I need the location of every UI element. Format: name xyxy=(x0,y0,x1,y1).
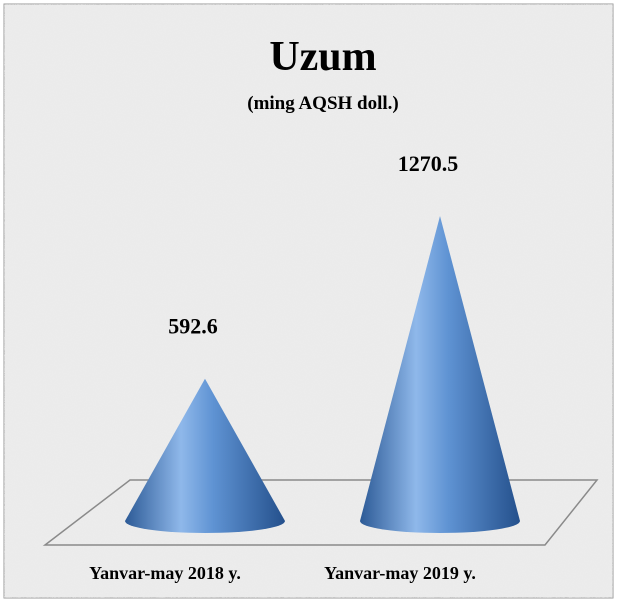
cone xyxy=(125,378,285,533)
data-label: 1270.5 xyxy=(398,151,459,176)
chart-title: Uzum xyxy=(269,34,376,80)
cone xyxy=(360,216,520,533)
marks: 592.6 Yanvar-may 2018 y. 1270.5 Yanvar-may … xyxy=(89,151,520,583)
x-tick-label: Yanvar-may 2019 y. xyxy=(324,563,476,583)
chart-subtitle: (ming AQSH doll.) xyxy=(247,93,399,114)
data-label: 592.6 xyxy=(168,314,218,339)
x-tick-label: Yanvar-may 2018 y. xyxy=(89,563,241,583)
